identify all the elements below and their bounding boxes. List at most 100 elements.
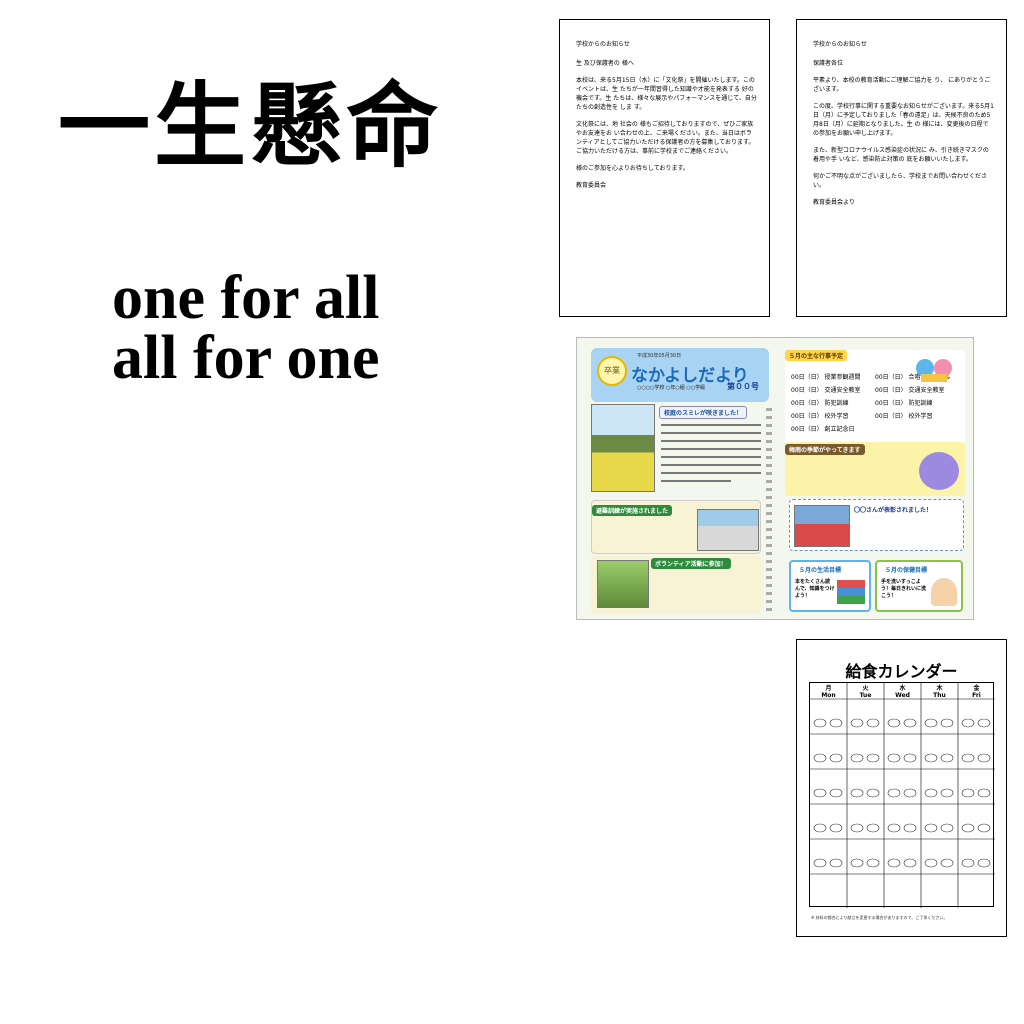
goal-text: 手を洗いすっこよう！毎日きれいに洗こう！ (881, 579, 927, 599)
letter-header: 学校からのお知らせ (576, 41, 630, 48)
handwash-icon (931, 578, 957, 606)
meal-bowl-icon (813, 753, 827, 763)
letter-signature: 教育委員会より (813, 199, 855, 206)
meal-bowl-icon (940, 823, 954, 833)
meal-bowl-icon (977, 718, 991, 728)
meal-bowl-icon (977, 858, 991, 868)
meal-bowl-icon (829, 788, 843, 798)
meal-bowl-icon (813, 718, 827, 728)
goal-text: 本をたくさん読んで、知識をつけよう！ (795, 579, 835, 599)
letter-paragraph: この度、学校行事に関する重要なお知らせがございます。来る5月1日（月）に予定して… (813, 103, 994, 137)
event-item: 00日（日） 授業参観週間 (791, 374, 861, 381)
meal-bowl-icon (961, 823, 975, 833)
meal-bowl-icon (961, 858, 975, 868)
calendar-day-header: 水 Wed (895, 685, 910, 699)
calendar-footnote: ※ 材料の都合により献立を変更する場合がありますので、ご了承ください。 (811, 915, 948, 920)
article-title: 〇〇さんが表彰されました！ (854, 507, 933, 514)
meal-bowl-icon (829, 718, 843, 728)
text-line (661, 456, 761, 458)
letter-document-1[interactable]: 学校からのお知らせ 生 及び保護者の 様へ 本校は、来る5月15日（水）に「文化… (559, 19, 770, 317)
event-item: 00日（日） 交通安全教室 (875, 387, 945, 394)
article-title: 梅雨の季節がやってきます (785, 444, 865, 455)
meal-bowl-icon (924, 858, 938, 868)
meal-bowl-icon (813, 858, 827, 868)
meal-bowl-icon (850, 858, 864, 868)
slogan-line-1: one for all (112, 264, 380, 332)
lunch-calendar-document[interactable]: 給食カレンダー 月 Mon 火 Tue 水 Wed 木 Thu 金 Fri ※ 材料の都合… (796, 639, 1007, 937)
newsletter-document[interactable]: 卒業 平成30年05月30日 なかよしだより ○○○○学校 ○年○組 ○○学級 … (576, 337, 974, 620)
hydrangea-icon (919, 452, 959, 490)
event-item: 00日（日） 交通安全教室 (791, 387, 861, 394)
meal-bowl-icon (866, 718, 880, 728)
goal-title: ５月の保健目標 (885, 567, 928, 574)
newsletter-issue: 第００号 (727, 382, 759, 391)
newsletter-title: なかよしだより (631, 366, 749, 386)
letter-paragraph: 文化祭には、地 社会の 様もご招待しておりますので、ぜひご家族やお友達をお い合… (576, 121, 755, 155)
meal-bowl-icon (924, 788, 938, 798)
meal-bowl-icon (940, 753, 954, 763)
slogan-line-2: all for one (112, 324, 380, 392)
calendar-day-header: 月 Mon (821, 685, 836, 699)
text-line (661, 480, 731, 482)
text-line (661, 440, 761, 442)
meal-bowl-icon (887, 788, 901, 798)
letter-document-2[interactable]: 学校からのお知らせ 保護者各位 平素より、本校の教育活動にご理解ご協力を り、 … (796, 19, 1007, 317)
graduation-badge-icon: 卒業 (597, 356, 627, 386)
letter-paragraph: また、新型コロナウイルス感染症の状況に み、引き続きマスクの着用や手 いなど、感… (813, 147, 989, 163)
calendar-day-header: 金 Fri (972, 685, 981, 699)
calendar-title: 給食カレンダー (845, 662, 958, 681)
letter-greeting: 生 及び保護者の 様へ (576, 60, 634, 67)
text-line (661, 424, 761, 426)
volunteer-box: ボランティア活動に参加！ (591, 556, 761, 614)
goal-title: ５月の生活目標 (799, 567, 842, 574)
rainy-season-box: 梅雨の季節がやってきます (785, 442, 965, 496)
meal-bowl-icon (829, 753, 843, 763)
meal-bowl-icon (813, 788, 827, 798)
award-box: 〇〇さんが表彰されました！ (789, 499, 964, 551)
events-box: ５月の主な行事予定 00日（日） 授業参観週間 00日（日） 交通安全教室 00日（… (785, 350, 965, 445)
meal-bowl-icon (850, 823, 864, 833)
meal-bowl-icon (850, 718, 864, 728)
newsletter-header: 卒業 平成30年05月30日 なかよしだより ○○○○学校 ○年○組 ○○学級 … (591, 348, 769, 402)
meal-bowl-icon (903, 858, 917, 868)
meal-bowl-icon (850, 753, 864, 763)
event-item: 00日（日） 創立記念日 (791, 426, 855, 433)
calendar-grid: 月 Mon 火 Tue 水 Wed 木 Thu 金 Fri (809, 682, 995, 908)
meal-bowl-icon (866, 858, 880, 868)
meal-bowl-icon (829, 823, 843, 833)
events-title: ５月の主な行事予定 (785, 350, 848, 361)
event-item: 00日（日） 校外学習 (875, 413, 933, 420)
flowers-photo (591, 404, 655, 492)
letter-greeting: 保護者各位 (813, 60, 844, 67)
meal-bowl-icon (977, 788, 991, 798)
text-line (661, 464, 761, 466)
meal-bowl-icon (813, 823, 827, 833)
health-goal-box: ５月の保健目標 手を洗いすっこよう！毎日きれいに洗こう！ (875, 560, 963, 612)
meal-bowl-icon (887, 753, 901, 763)
meal-bowl-icon (940, 788, 954, 798)
meal-bowl-icon (961, 753, 975, 763)
calendar-day-header: 火 Tue (859, 685, 872, 699)
drill-photo (697, 509, 759, 551)
meal-bowl-icon (829, 858, 843, 868)
meal-bowl-icon (887, 858, 901, 868)
life-goal-box: ５月の生活目標 本をたくさん読んで、知識をつけよう！ (789, 560, 871, 612)
meal-bowl-icon (940, 718, 954, 728)
text-line (661, 472, 761, 474)
meal-bowl-icon (866, 788, 880, 798)
meal-bowl-icon (903, 823, 917, 833)
meal-bowl-icon (866, 823, 880, 833)
article-title: 校庭のスミレが咲きました！ (659, 406, 748, 419)
drill-box: 避難訓練が実施されました (591, 500, 761, 554)
letter-paragraph: 何かご不明な点がございましたら、学校までお問い合わせください。 (813, 173, 988, 189)
newsletter-school: ○○○○学校 ○年○組 ○○学級 (637, 385, 706, 391)
letter-paragraph: 本校は、来る5月15日（水）に「文化祭」を開催いたします。このイベントは、生 た… (576, 77, 757, 111)
letter-paragraph: 様のご参加を心よりお待ちしております。 (576, 165, 689, 172)
slogan: one for all all for one (112, 264, 380, 392)
article-title: ボランティア活動に参加！ (651, 558, 731, 569)
award-photo (794, 505, 850, 547)
books-icon (837, 580, 865, 604)
event-item: 00日（日） 防犯訓練 (875, 400, 933, 407)
meal-bowl-icon (887, 718, 901, 728)
newsletter-date: 平成30年05月30日 (637, 353, 682, 359)
